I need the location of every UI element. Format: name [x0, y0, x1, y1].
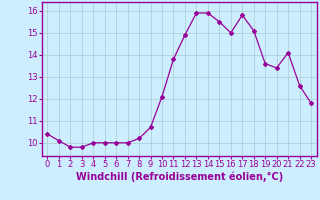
- X-axis label: Windchill (Refroidissement éolien,°C): Windchill (Refroidissement éolien,°C): [76, 172, 283, 182]
